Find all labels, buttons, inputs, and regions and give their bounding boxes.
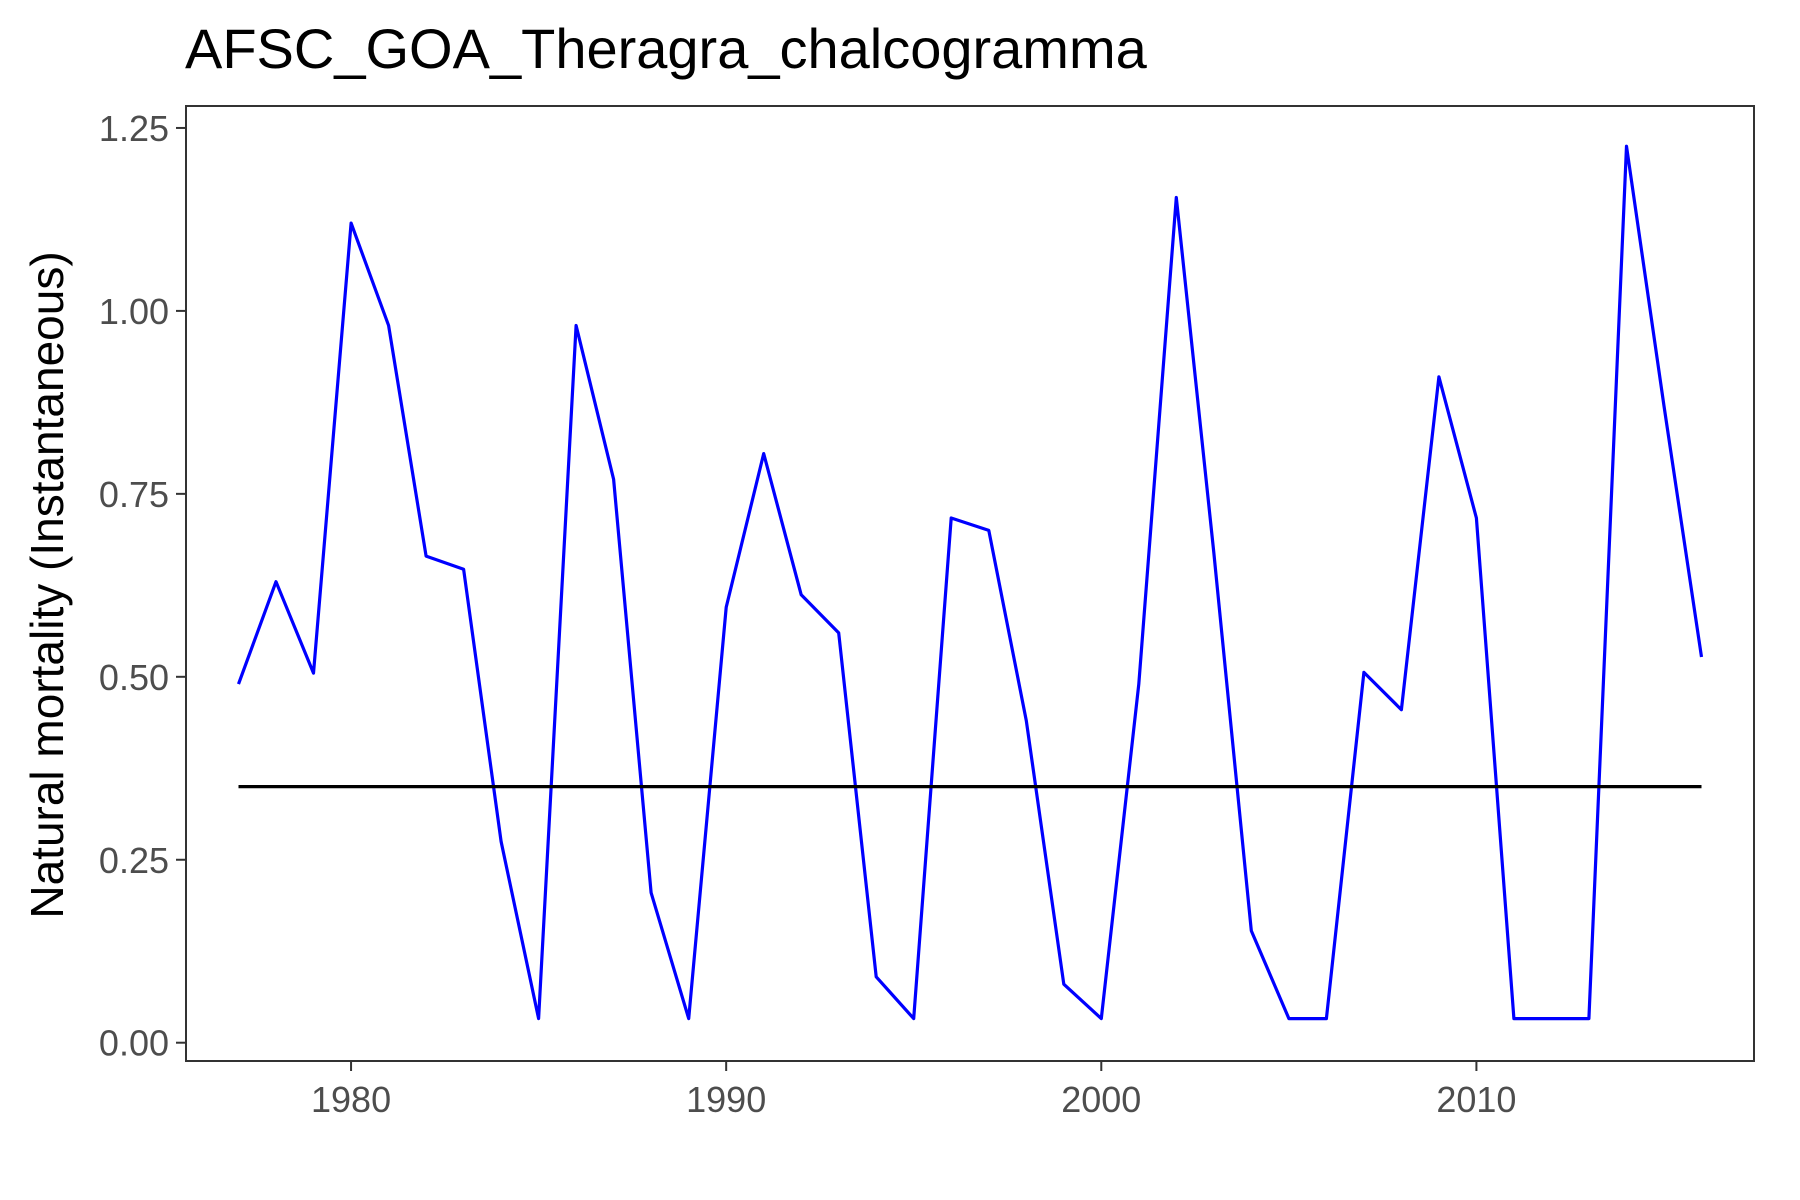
x-tick-label: 2010 [1436, 1079, 1516, 1120]
y-tick-label: 0.00 [99, 1023, 169, 1064]
y-tick-label: 0.75 [99, 474, 169, 515]
y-tick-label: 0.50 [99, 657, 169, 698]
y-tick-label: 1.25 [99, 108, 169, 149]
x-tick-label: 2000 [1061, 1079, 1141, 1120]
chart-title: AFSC_GOA_Theragra_chalcogramma [185, 17, 1148, 80]
y-tick-label: 0.25 [99, 840, 169, 881]
x-tick-label: 1990 [686, 1079, 766, 1120]
series-layer [236, 144, 1704, 1021]
y-axis: 0.00 0.25 0.50 0.75 1.00 1.25 [99, 108, 186, 1064]
plot-panel [185, 105, 1755, 1062]
series-line-mortality [236, 144, 1704, 1021]
y-axis-title: Natural mortality (Instantaneous) [21, 251, 73, 918]
y-tick-label: 1.00 [99, 291, 169, 332]
x-axis: 1980 1990 2000 2010 [311, 1061, 1516, 1120]
x-tick-label: 1980 [311, 1079, 391, 1120]
